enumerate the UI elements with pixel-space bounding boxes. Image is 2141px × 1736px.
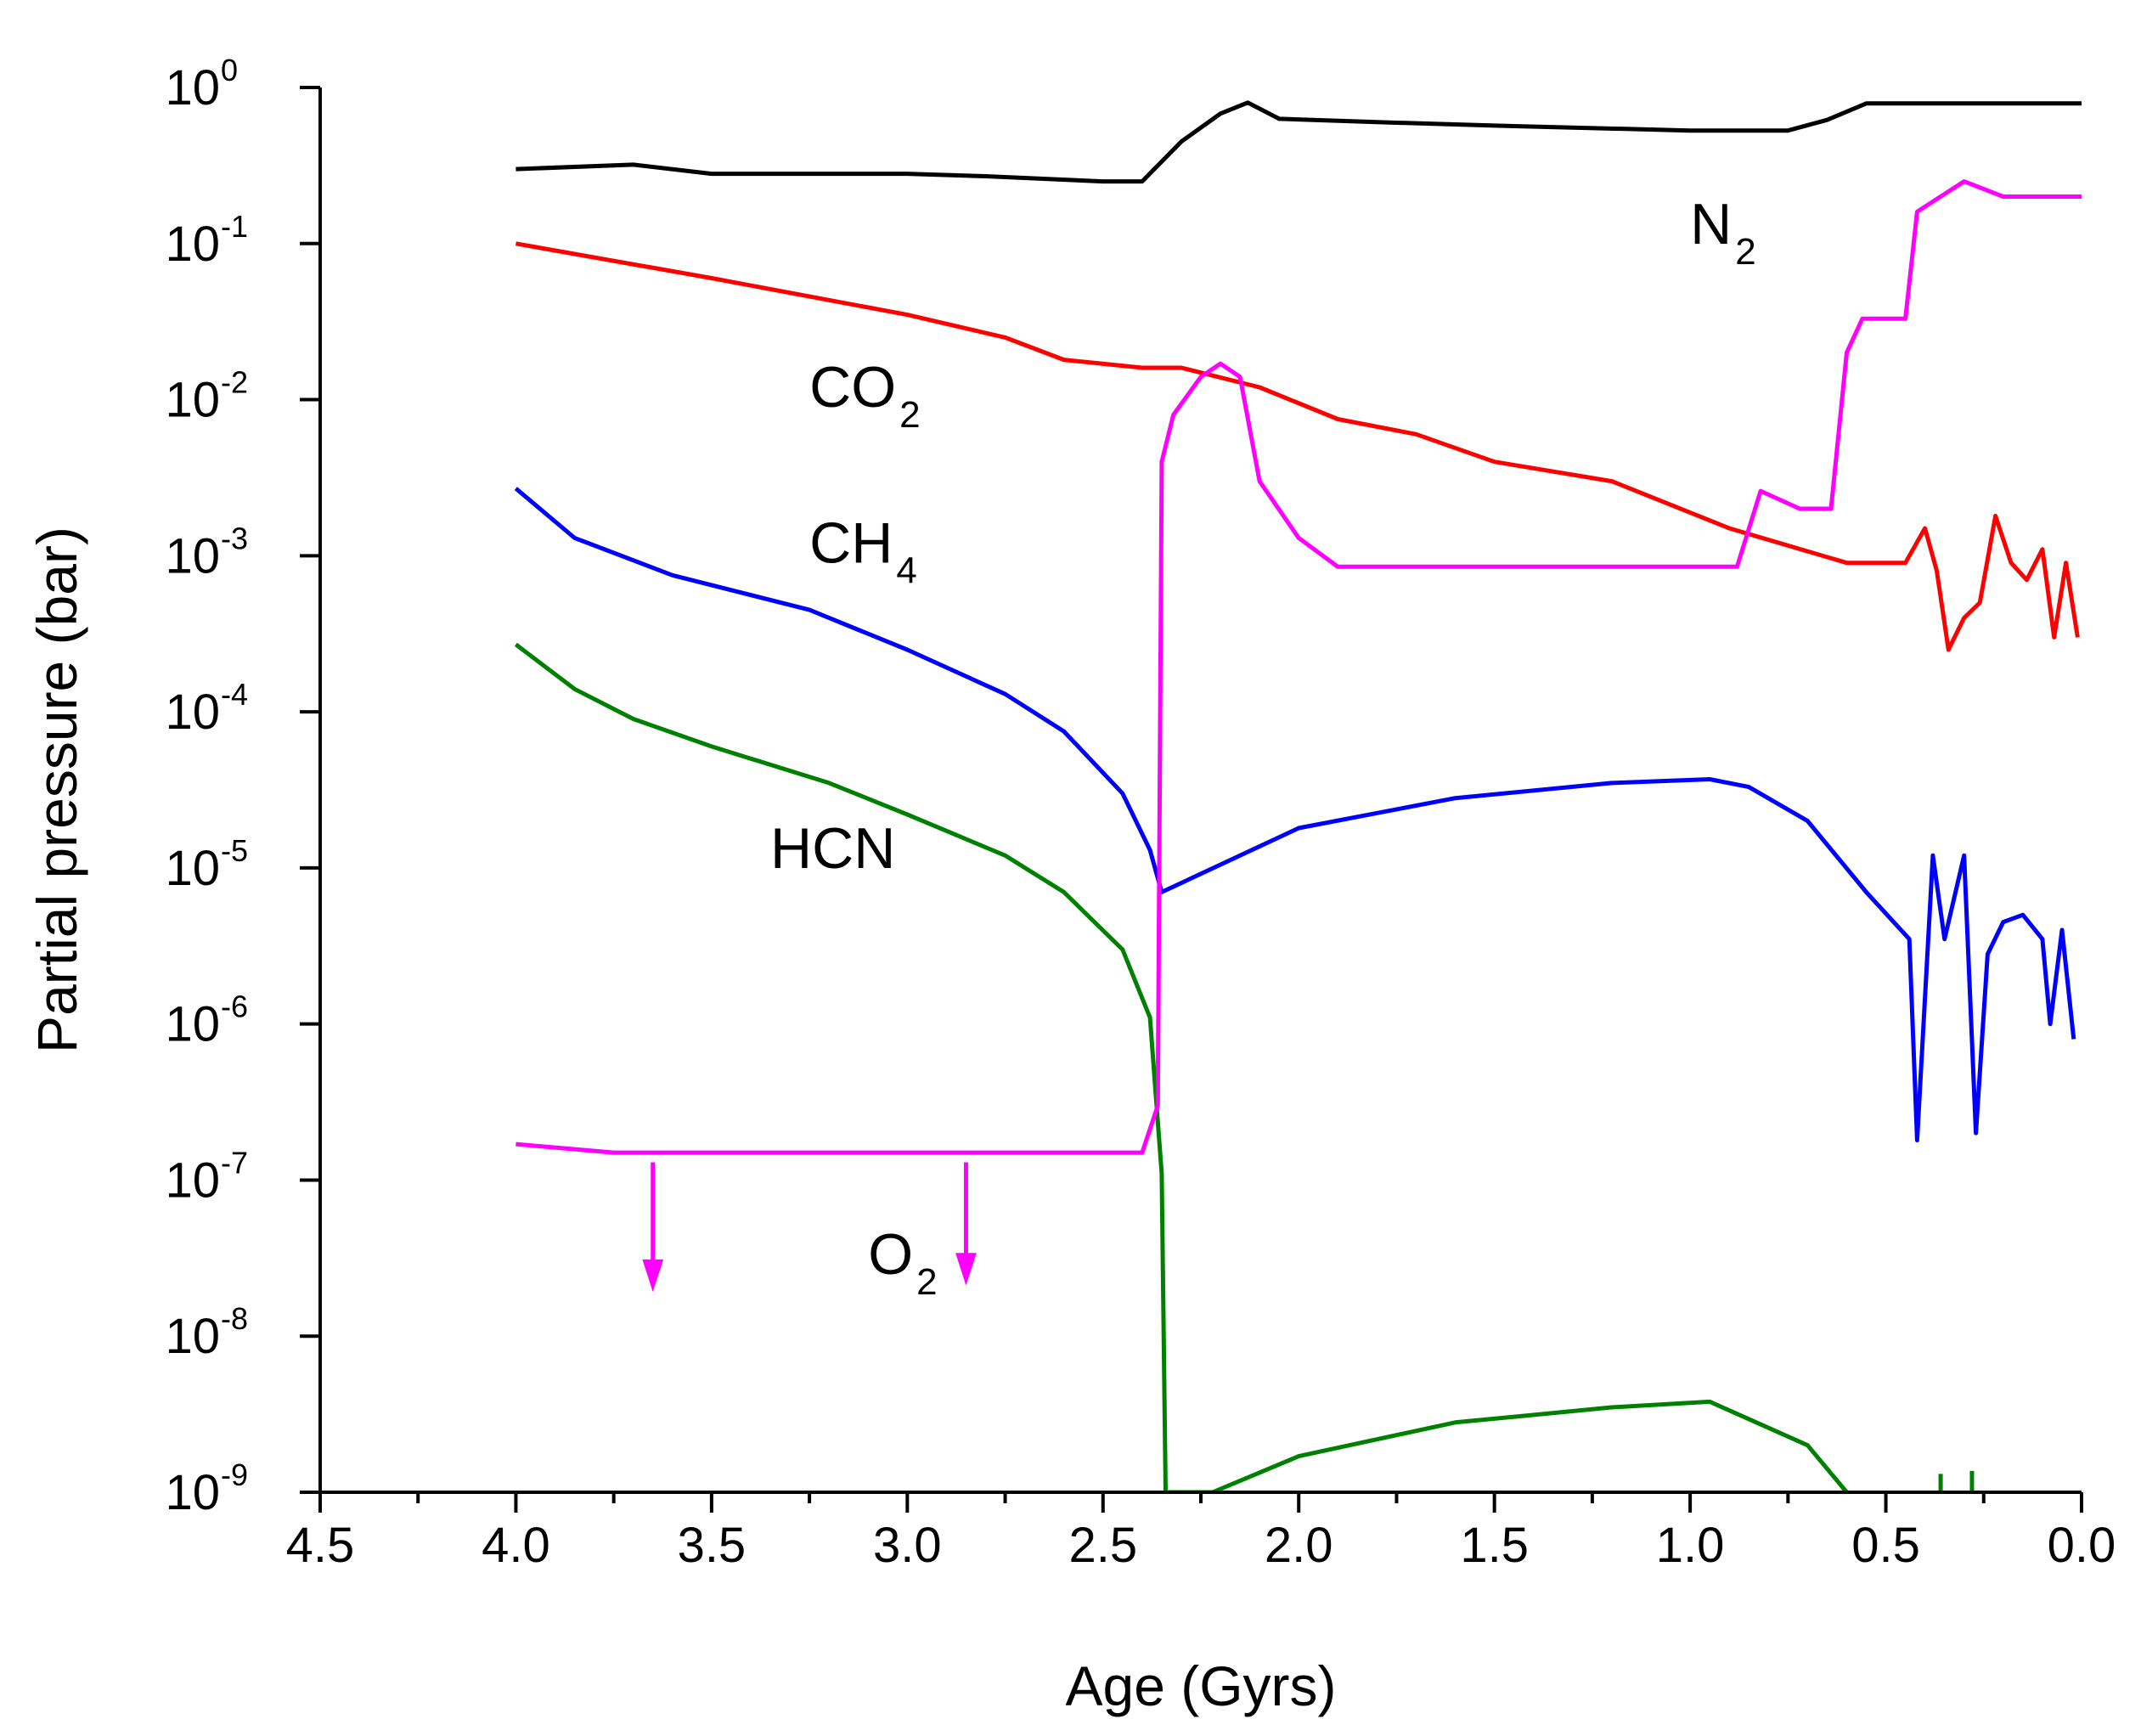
series-label-subscript: 4 bbox=[896, 550, 916, 592]
y-tick-exponent: 0 bbox=[221, 53, 238, 87]
series-line-ch4 bbox=[514, 487, 2076, 1142]
x-tick-label: 0.5 bbox=[1851, 1518, 1920, 1573]
series-label-o2: O bbox=[868, 1222, 913, 1287]
x-tick-label: 4.5 bbox=[286, 1518, 355, 1573]
y-tick-exponent: -5 bbox=[221, 833, 248, 868]
series-label-co2: CO bbox=[809, 355, 896, 420]
series-line-co2 bbox=[515, 241, 2080, 652]
y-tick-label: 10 bbox=[165, 685, 220, 740]
o2-upper-limit-arrow-head bbox=[955, 1253, 977, 1286]
y-tick-base: 10 bbox=[165, 1153, 220, 1208]
x-axis-title: Age (Gyrs) bbox=[1065, 1654, 1336, 1717]
y-tick-label: 10 bbox=[165, 997, 220, 1052]
y-tick-exponent: -6 bbox=[221, 989, 248, 1024]
x-tick-label: 3.0 bbox=[873, 1518, 942, 1573]
series-label-n2: N bbox=[1690, 192, 1732, 256]
x-tick-label: 1.5 bbox=[1460, 1518, 1529, 1573]
y-axis-title: Partial pressure (bar) bbox=[25, 527, 88, 1053]
y-tick-base: 10 bbox=[165, 1465, 220, 1520]
y-tick-label: 10 bbox=[165, 528, 220, 583]
y-tick-base: 10 bbox=[165, 217, 220, 272]
o2-upper-limit-arrow-head bbox=[642, 1259, 664, 1293]
y-tick-base: 10 bbox=[165, 528, 220, 583]
y-tick-label: 10 bbox=[165, 1309, 220, 1364]
x-tick-label: 3.5 bbox=[678, 1518, 747, 1573]
x-tick-label: 1.0 bbox=[1656, 1518, 1725, 1573]
series-label-subscript: 2 bbox=[899, 394, 920, 436]
y-tick-label: 10 bbox=[165, 373, 220, 428]
y-tick-label: 10 bbox=[165, 217, 220, 272]
y-tick-label: 10 bbox=[165, 1153, 220, 1208]
y-tick-exponent: -9 bbox=[221, 1457, 248, 1492]
y-tick-base: 10 bbox=[165, 1309, 220, 1364]
series-line-hcn bbox=[514, 642, 1849, 1492]
y-tick-exponent: -4 bbox=[221, 677, 248, 712]
y-tick-label: 10 bbox=[165, 1465, 220, 1520]
y-tick-base: 10 bbox=[165, 60, 220, 116]
series-label-ch4: CH bbox=[809, 511, 893, 576]
y-tick-exponent: -3 bbox=[221, 521, 248, 555]
y-tick-base: 10 bbox=[165, 685, 220, 740]
y-tick-base: 10 bbox=[165, 841, 220, 896]
x-tick-label: 4.0 bbox=[482, 1518, 550, 1573]
y-tick-label: 10 bbox=[165, 60, 220, 116]
y-tick-exponent: -2 bbox=[221, 365, 248, 400]
series-label-subscript: 2 bbox=[1735, 231, 1755, 273]
y-tick-base: 10 bbox=[165, 997, 220, 1052]
x-tick-label: 0.0 bbox=[2048, 1518, 2116, 1573]
axes-group: 4.5 4.0 3.5 3.0 2.5 2.0 1.5 1.0 0.5 0.010 010 -110-… bbox=[165, 53, 2116, 1573]
y-tick-exponent: -1 bbox=[221, 209, 248, 244]
y-tick-label: 10 bbox=[165, 841, 220, 896]
y-tick-exponent: -7 bbox=[221, 1145, 248, 1180]
y-tick-base: 10 bbox=[165, 373, 220, 428]
x-tick-label: 2.5 bbox=[1068, 1518, 1137, 1573]
series-group bbox=[514, 100, 2082, 1492]
x-tick-label: 2.0 bbox=[1265, 1518, 1333, 1573]
series-line-n2 bbox=[516, 100, 2082, 184]
series-label-hcn: HCN bbox=[770, 816, 895, 881]
series-line-o2 bbox=[516, 179, 2082, 1155]
series-label-subscript: 2 bbox=[916, 1261, 937, 1303]
y-tick-exponent: -8 bbox=[221, 1301, 248, 1336]
